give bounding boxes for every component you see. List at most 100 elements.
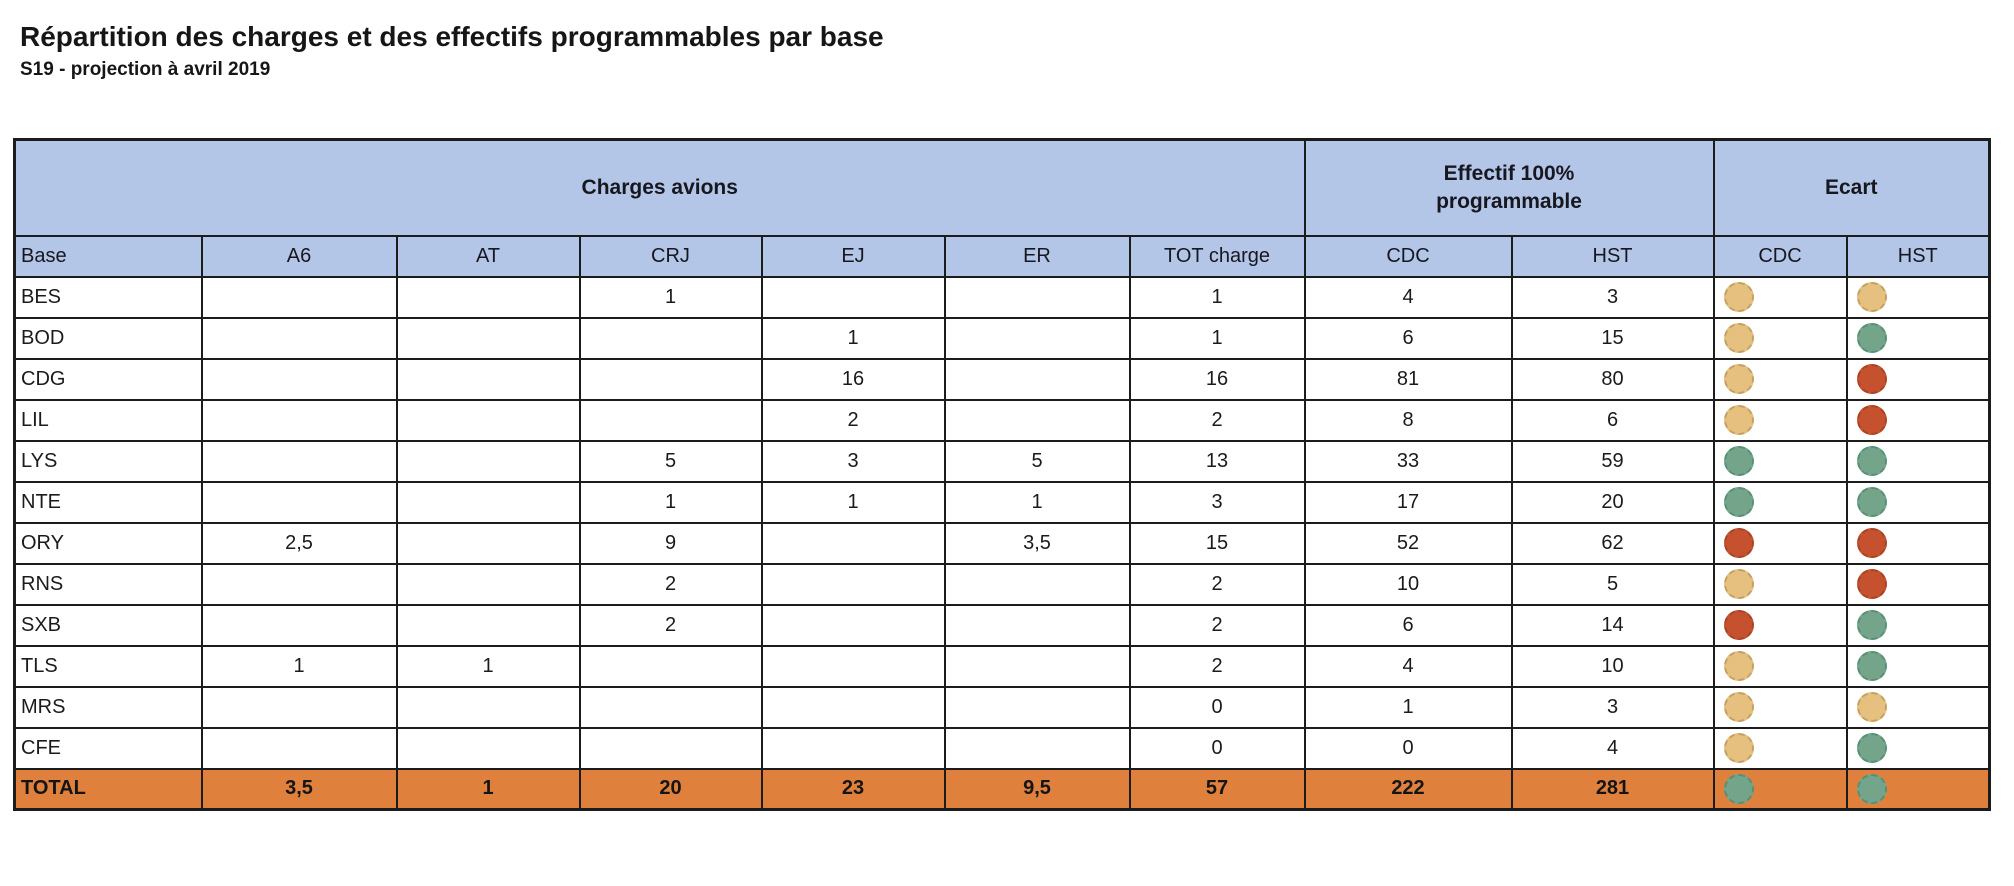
status-dot-yellow — [1856, 692, 1887, 722]
value-cell-tot: 1 — [1128, 275, 1306, 319]
value-cell-crj: 1 — [578, 480, 763, 524]
value-cell-at — [395, 398, 581, 442]
table-row-rns: RNS 2 2 10 5 — [13, 562, 1991, 606]
column-header-row: Base A6 AT CRJ EJ ER TOT charge CDC HST CDC HST — [13, 234, 1991, 278]
value-cell-cdc: 1 — [1303, 685, 1513, 729]
value-cell-crj: 2 — [578, 562, 763, 606]
value-cell-crj: 1 — [578, 275, 763, 319]
value-cell-er — [943, 357, 1131, 401]
value-cell-tot: 2 — [1128, 603, 1306, 647]
value-cell-at — [395, 316, 581, 360]
report-page: Répartition des charges et des effectifs… — [13, 21, 1991, 811]
value-cell-cdc: 222 — [1303, 767, 1513, 811]
value-cell-er: 5 — [943, 439, 1131, 483]
value-cell-cdc: 6 — [1303, 316, 1513, 360]
table-row-lil: LIL 2 2 8 6 — [13, 398, 1991, 442]
column-header-er: ER — [943, 234, 1131, 278]
value-cell-at — [395, 439, 581, 483]
status-dot-red — [1856, 405, 1887, 435]
status-dot-red — [1723, 610, 1754, 640]
column-header-a6: A6 — [200, 234, 398, 278]
status-dot-yellow — [1723, 733, 1754, 763]
column-header-cdc-ecart: CDC — [1712, 234, 1848, 278]
table-row-mrs: MRS 0 1 3 — [13, 685, 1991, 729]
value-cell-a6 — [200, 685, 398, 729]
value-cell-crj: 9 — [578, 521, 763, 565]
status-dot-red — [1856, 569, 1887, 599]
value-cell-crj — [578, 644, 763, 688]
group-header-ecart: Ecart — [1712, 138, 1991, 237]
page-subtitle: S19 - projection à avril 2019 — [20, 59, 271, 80]
status-dot-yellow — [1723, 405, 1754, 435]
value-cell-er — [943, 275, 1131, 319]
base-label-cell: SXB — [13, 603, 203, 647]
column-header-hst: HST — [1510, 234, 1715, 278]
ecart-cdc-cell — [1712, 685, 1848, 729]
value-cell-tot: 57 — [1128, 767, 1306, 811]
status-dot-green — [1856, 446, 1887, 476]
total-row: TOTAL 3,5 1 20 23 9,5 57 222 281 — [13, 767, 1991, 811]
value-cell-at: 1 — [395, 767, 581, 811]
column-header-cdc: CDC — [1303, 234, 1513, 278]
value-cell-crj — [578, 685, 763, 729]
value-cell-cdc: 52 — [1303, 521, 1513, 565]
value-cell-tot: 0 — [1128, 726, 1306, 770]
value-cell-hst: 62 — [1510, 521, 1715, 565]
status-dot-yellow — [1723, 692, 1754, 722]
value-cell-at: 1 — [395, 644, 581, 688]
value-cell-a6 — [200, 275, 398, 319]
status-dot-yellow — [1856, 282, 1887, 312]
base-label-cell: CDG — [13, 357, 203, 401]
value-cell-hst: 15 — [1510, 316, 1715, 360]
ecart-cdc-cell — [1712, 644, 1848, 688]
value-cell-hst: 14 — [1510, 603, 1715, 647]
ecart-hst-cell — [1845, 521, 1991, 565]
value-cell-er — [943, 726, 1131, 770]
base-label-cell: TLS — [13, 644, 203, 688]
value-cell-cdc: 6 — [1303, 603, 1513, 647]
value-cell-er: 3,5 — [943, 521, 1131, 565]
value-cell-er — [943, 603, 1131, 647]
table-row-lys: LYS 5 3 5 13 33 59 — [13, 439, 1991, 483]
value-cell-ej — [760, 562, 946, 606]
status-dot-yellow — [1723, 282, 1754, 312]
value-cell-ej: 3 — [760, 439, 946, 483]
column-header-at: AT — [395, 234, 581, 278]
value-cell-er — [943, 644, 1131, 688]
status-dot-green — [1856, 610, 1887, 640]
value-cell-cdc: 8 — [1303, 398, 1513, 442]
value-cell-er: 1 — [943, 480, 1131, 524]
ecart-hst-cell — [1845, 767, 1991, 811]
value-cell-ej — [760, 521, 946, 565]
value-cell-cdc: 4 — [1303, 644, 1513, 688]
status-dot-red — [1723, 528, 1754, 558]
table-row-cdg: CDG 16 16 81 80 — [13, 357, 1991, 401]
value-cell-tot: 15 — [1128, 521, 1306, 565]
ecart-hst-cell — [1845, 603, 1991, 647]
column-header-crj: CRJ — [578, 234, 763, 278]
value-cell-hst: 80 — [1510, 357, 1715, 401]
value-cell-a6: 1 — [200, 644, 398, 688]
base-label-cell: NTE — [13, 480, 203, 524]
column-header-tot-charge: TOT charge — [1128, 234, 1306, 278]
ecart-hst-cell — [1845, 357, 1991, 401]
value-cell-er — [943, 562, 1131, 606]
value-cell-tot: 0 — [1128, 685, 1306, 729]
ecart-hst-cell — [1845, 398, 1991, 442]
value-cell-hst: 5 — [1510, 562, 1715, 606]
charges-effectifs-table: Charges avions Effectif 100% programmabl… — [13, 138, 1991, 811]
table-row-bes: BES 1 1 4 3 — [13, 275, 1991, 319]
ecart-hst-cell — [1845, 275, 1991, 319]
value-cell-ej — [760, 603, 946, 647]
value-cell-hst: 3 — [1510, 685, 1715, 729]
table-row-ory: ORY 2,5 9 3,5 15 52 62 — [13, 521, 1991, 565]
value-cell-tot: 2 — [1128, 562, 1306, 606]
value-cell-cdc: 33 — [1303, 439, 1513, 483]
group-header-effectif-programmable: Effectif 100% programmable — [1303, 138, 1715, 237]
value-cell-tot: 2 — [1128, 398, 1306, 442]
status-dot-green — [1856, 733, 1887, 763]
value-cell-crj — [578, 357, 763, 401]
base-label-cell: BOD — [13, 316, 203, 360]
table-row-tls: TLS 1 1 2 4 10 — [13, 644, 1991, 688]
base-label-cell: ORY — [13, 521, 203, 565]
